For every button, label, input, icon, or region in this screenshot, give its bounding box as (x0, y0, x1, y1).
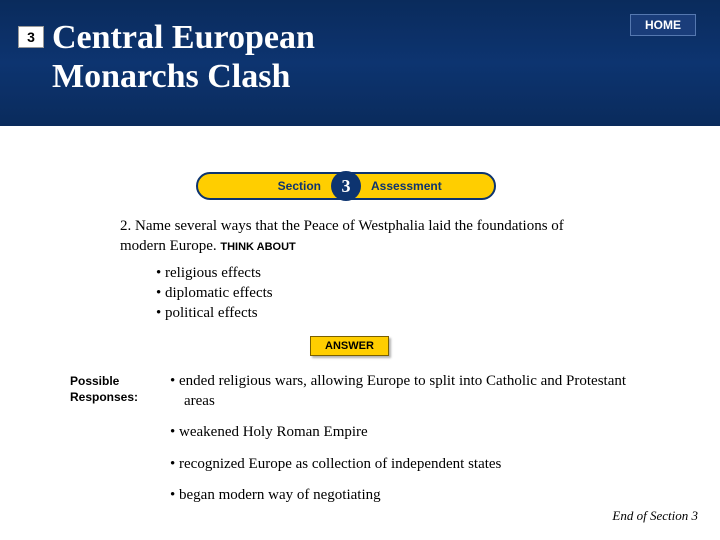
end-of-section-label: End of Section 3 (612, 508, 698, 524)
list-item: recognized Europe as collection of indep… (170, 455, 660, 475)
pill-section-label: Section (198, 179, 331, 193)
home-button[interactable]: HOME (630, 14, 696, 36)
responses-label: Possible Responses: (70, 372, 170, 405)
title-line-1: Central European (52, 19, 315, 56)
assessment-pill: Section 3 Assessment (196, 172, 496, 200)
title-line-2: Monarchs Clash (52, 58, 290, 95)
responses-list: ended religious wars, allowing Europe to… (170, 372, 660, 518)
responses-block: Possible Responses: ended religious wars… (70, 372, 660, 518)
responses-label-line-1: Possible (70, 374, 119, 388)
answer-label: ANSWER (325, 340, 374, 352)
list-item: diplomatic effects (156, 283, 600, 303)
answer-button[interactable]: ANSWER (310, 336, 389, 356)
list-item: religious effects (156, 263, 600, 283)
question-block: 2. Name several ways that the Peace of W… (120, 216, 600, 323)
page-title: Central European Monarchs Clash (52, 18, 315, 96)
effects-list: religious effects diplomatic effects pol… (156, 263, 600, 324)
pill-assessment-label: Assessment (361, 179, 494, 193)
pill-number-circle: 3 (331, 171, 361, 201)
list-item: began modern way of negotiating (170, 486, 660, 506)
question-text: 2. Name several ways that the Peace of W… (120, 218, 564, 254)
list-item: ended religious wars, allowing Europe to… (170, 372, 660, 411)
home-label: HOME (645, 18, 681, 32)
list-item: weakened Holy Roman Empire (170, 423, 660, 443)
think-about-label: THINK ABOUT (220, 241, 295, 253)
section-number-box: 3 (18, 26, 44, 48)
responses-label-line-2: Responses: (70, 390, 138, 404)
section-number: 3 (27, 29, 35, 45)
pill-number: 3 (342, 176, 351, 197)
list-item: political effects (156, 303, 600, 323)
